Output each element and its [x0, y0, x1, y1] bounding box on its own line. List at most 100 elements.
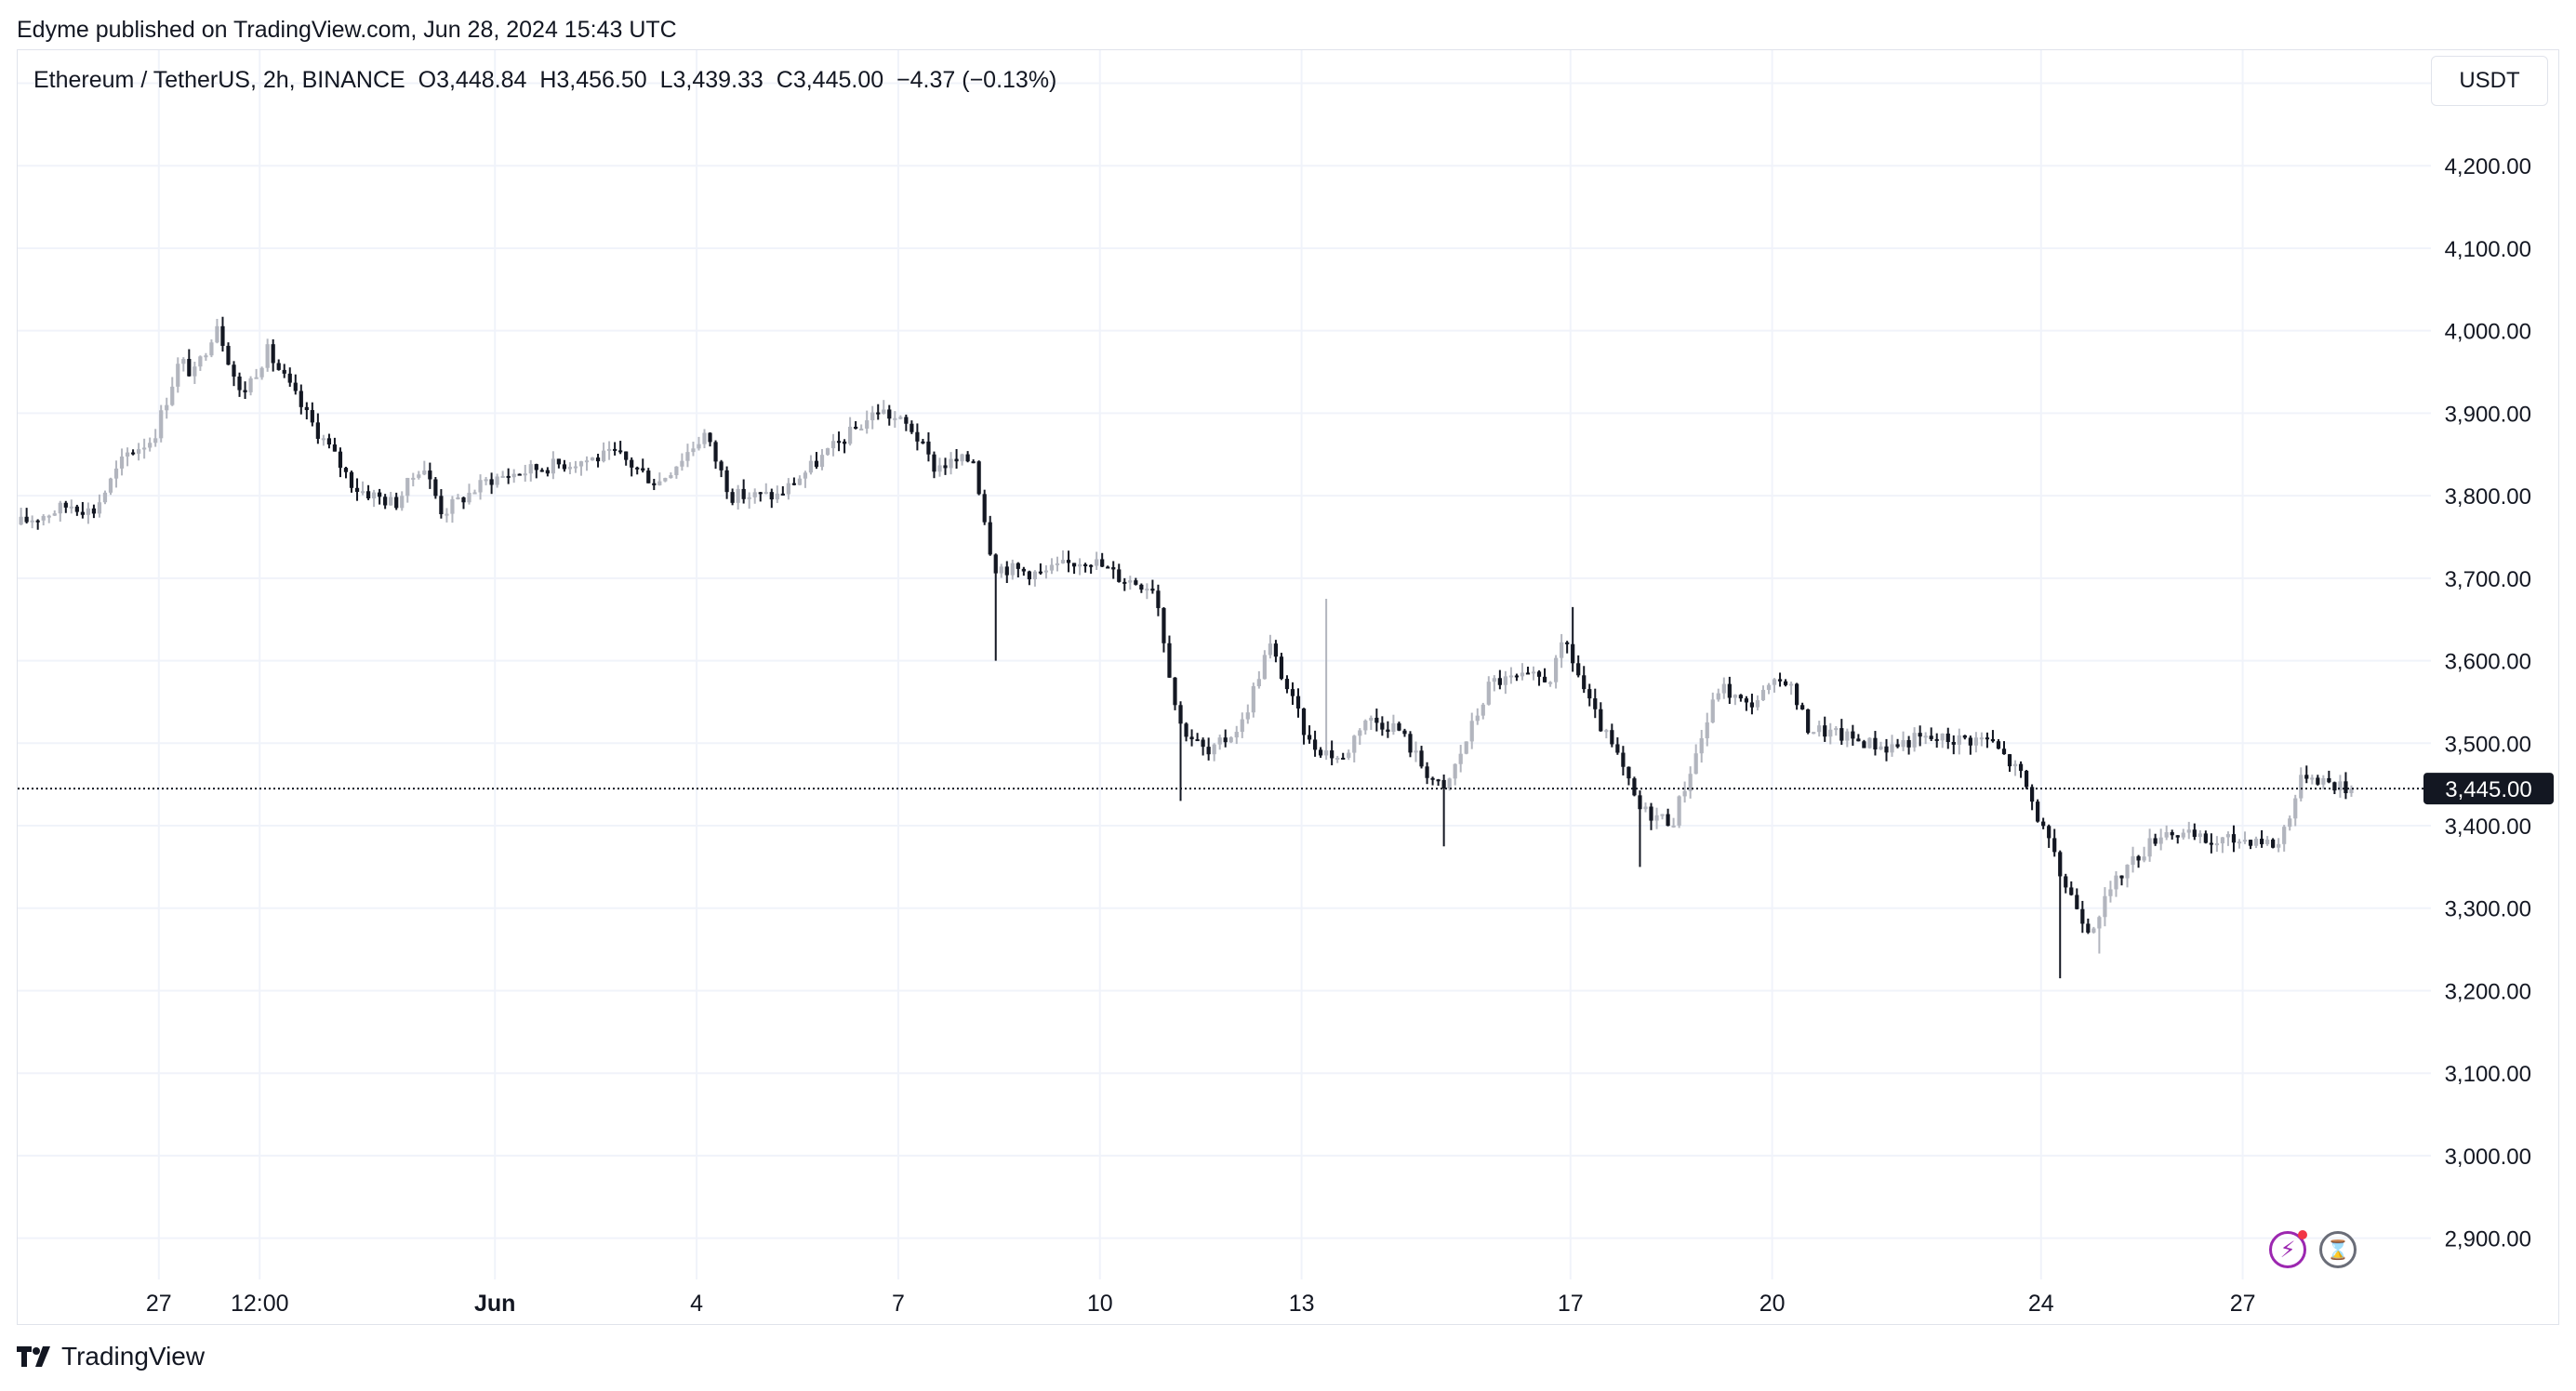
- candle-body: [949, 458, 953, 469]
- candle-body: [1766, 684, 1772, 690]
- candle-body: [2265, 839, 2270, 844]
- candle-body: [1627, 766, 1631, 779]
- candle-body: [786, 483, 790, 495]
- candle-body: [2147, 838, 2152, 857]
- candle-body: [472, 492, 477, 495]
- flash-icon[interactable]: ⚡: [2269, 1230, 2307, 1268]
- candle-body: [2041, 821, 2046, 827]
- candle-body: [265, 344, 270, 368]
- candle-body: [326, 438, 332, 445]
- candle-body: [1290, 689, 1295, 696]
- candle-body: [428, 470, 432, 480]
- candle-body: [1016, 563, 1020, 569]
- candle-body: [697, 444, 701, 449]
- candle-body: [539, 470, 544, 472]
- time-tick-label: 7: [892, 1291, 905, 1317]
- candle-body: [1851, 731, 1855, 739]
- hourglass-icon[interactable]: ⌛: [2319, 1231, 2357, 1268]
- candle-body: [1638, 795, 1642, 810]
- candle-body: [1772, 679, 1777, 685]
- candle-body: [102, 492, 108, 503]
- candle-body: [299, 391, 303, 407]
- candle-body: [1408, 734, 1413, 753]
- candle-body: [2332, 782, 2337, 791]
- candle-body: [1817, 725, 1822, 733]
- candle-body: [1414, 750, 1418, 753]
- candle-body: [652, 483, 657, 485]
- candle-body: [1492, 678, 1496, 682]
- candle-body: [708, 432, 712, 443]
- high-value: 3,456.50: [556, 67, 647, 93]
- candle-body: [2158, 837, 2163, 844]
- candle-body: [2153, 838, 2158, 844]
- candle-body: [825, 448, 830, 456]
- candle-body: [365, 491, 371, 499]
- candle-body: [1458, 753, 1463, 764]
- price-tick-label: 3,900.00: [2445, 402, 2531, 427]
- time-tick-label: 17: [1558, 1291, 1584, 1317]
- candle-body: [165, 404, 169, 411]
- candle-body: [719, 461, 724, 470]
- candle-body: [2288, 818, 2292, 828]
- candle-body: [830, 441, 836, 449]
- candle-body: [803, 472, 808, 479]
- price-tick-label: 3,800.00: [2445, 484, 2531, 510]
- candle-body: [148, 443, 153, 448]
- candle-body: [1912, 733, 1917, 748]
- candle-body: [69, 506, 73, 509]
- candle-body: [1845, 731, 1850, 741]
- candle-body: [606, 448, 612, 451]
- candle-body: [1957, 735, 1961, 745]
- candle-body: [91, 508, 97, 514]
- candle-body: [1425, 766, 1429, 778]
- candle-body: [1788, 683, 1794, 686]
- candle-body: [1156, 590, 1161, 608]
- candle-body: [495, 476, 499, 485]
- candle-body: [523, 473, 527, 476]
- candle-body: [1547, 682, 1553, 684]
- candle-body: [691, 448, 696, 453]
- candle-body: [1167, 643, 1172, 678]
- tradingview-brand[interactable]: TradingView: [17, 1342, 205, 1371]
- candle-body: [1363, 720, 1368, 731]
- time-tick-label: Jun: [474, 1291, 515, 1317]
- candle-body: [915, 431, 920, 442]
- candle-body: [243, 390, 247, 392]
- candle-body: [1464, 741, 1468, 754]
- candle-body: [445, 513, 449, 516]
- candle-body: [187, 359, 192, 377]
- candle-body: [176, 364, 180, 387]
- candle-body: [2253, 839, 2259, 846]
- candle-body: [1469, 721, 1474, 742]
- candle-body: [2209, 842, 2213, 845]
- candle-body: [517, 473, 522, 476]
- low-value: 3,439.33: [672, 67, 764, 93]
- candle-body: [1195, 739, 1200, 742]
- candle-body: [713, 442, 718, 462]
- candle-body: [137, 449, 141, 454]
- candle-body: [232, 364, 236, 377]
- candle-body: [1021, 568, 1026, 572]
- candle-body: [1945, 733, 1950, 743]
- last-price-label: 3,445.00: [2445, 777, 2531, 802]
- candle-body: [1962, 735, 1967, 738]
- candle-body: [937, 465, 942, 472]
- candle-body: [254, 377, 259, 379]
- candle-body: [1760, 689, 1766, 701]
- candle-body: [556, 458, 561, 465]
- candle-body: [769, 492, 774, 500]
- candle-body: [1677, 796, 1681, 826]
- candle-body: [1038, 571, 1043, 574]
- currency-button[interactable]: USDT: [2431, 56, 2548, 106]
- candle-body: [1727, 683, 1732, 698]
- candle-body: [545, 470, 550, 474]
- candle-body: [1783, 681, 1788, 685]
- candle-body: [1699, 737, 1704, 754]
- candle-body: [2125, 865, 2130, 879]
- candle-body: [1973, 737, 1978, 746]
- candle-body: [1139, 584, 1144, 590]
- candle-body: [2136, 855, 2141, 861]
- candle-body: [2058, 852, 2063, 877]
- candle-body: [1777, 679, 1783, 682]
